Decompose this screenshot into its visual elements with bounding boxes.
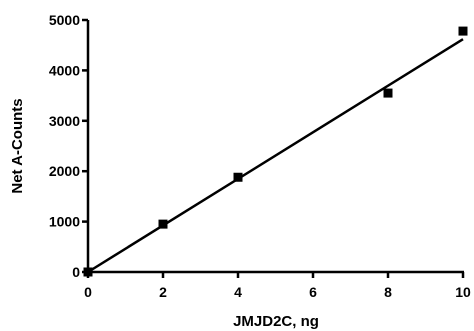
y-tick-label: 3000 [49,113,80,129]
y-tick-label: 5000 [49,12,80,28]
x-tick-label: 8 [384,284,392,300]
data-points [83,26,468,277]
x-tick-label: 2 [159,284,167,300]
y-tick-label: 1000 [49,214,80,230]
x-tick-label: 4 [234,284,242,300]
y-tick-label: 4000 [49,62,80,78]
axes [86,20,464,274]
x-tick-label: 0 [84,284,92,300]
data-point [383,88,393,98]
data-point [83,267,93,277]
y-tick-label: 2000 [49,163,80,179]
x-tick-label: 10 [455,284,471,300]
y-tick-label: 0 [72,264,80,280]
data-point [458,26,468,36]
y-axis-title: Net A-Counts [9,98,26,193]
fit-line [87,38,464,274]
data-point [158,219,168,229]
data-point [233,172,243,182]
x-tick-label: 6 [309,284,317,300]
ticks: 0 2 4 6 8 10 0 1000 2000 3000 4000 5000 [49,12,471,300]
x-axis-title: JMJD2C, ng [233,313,319,330]
